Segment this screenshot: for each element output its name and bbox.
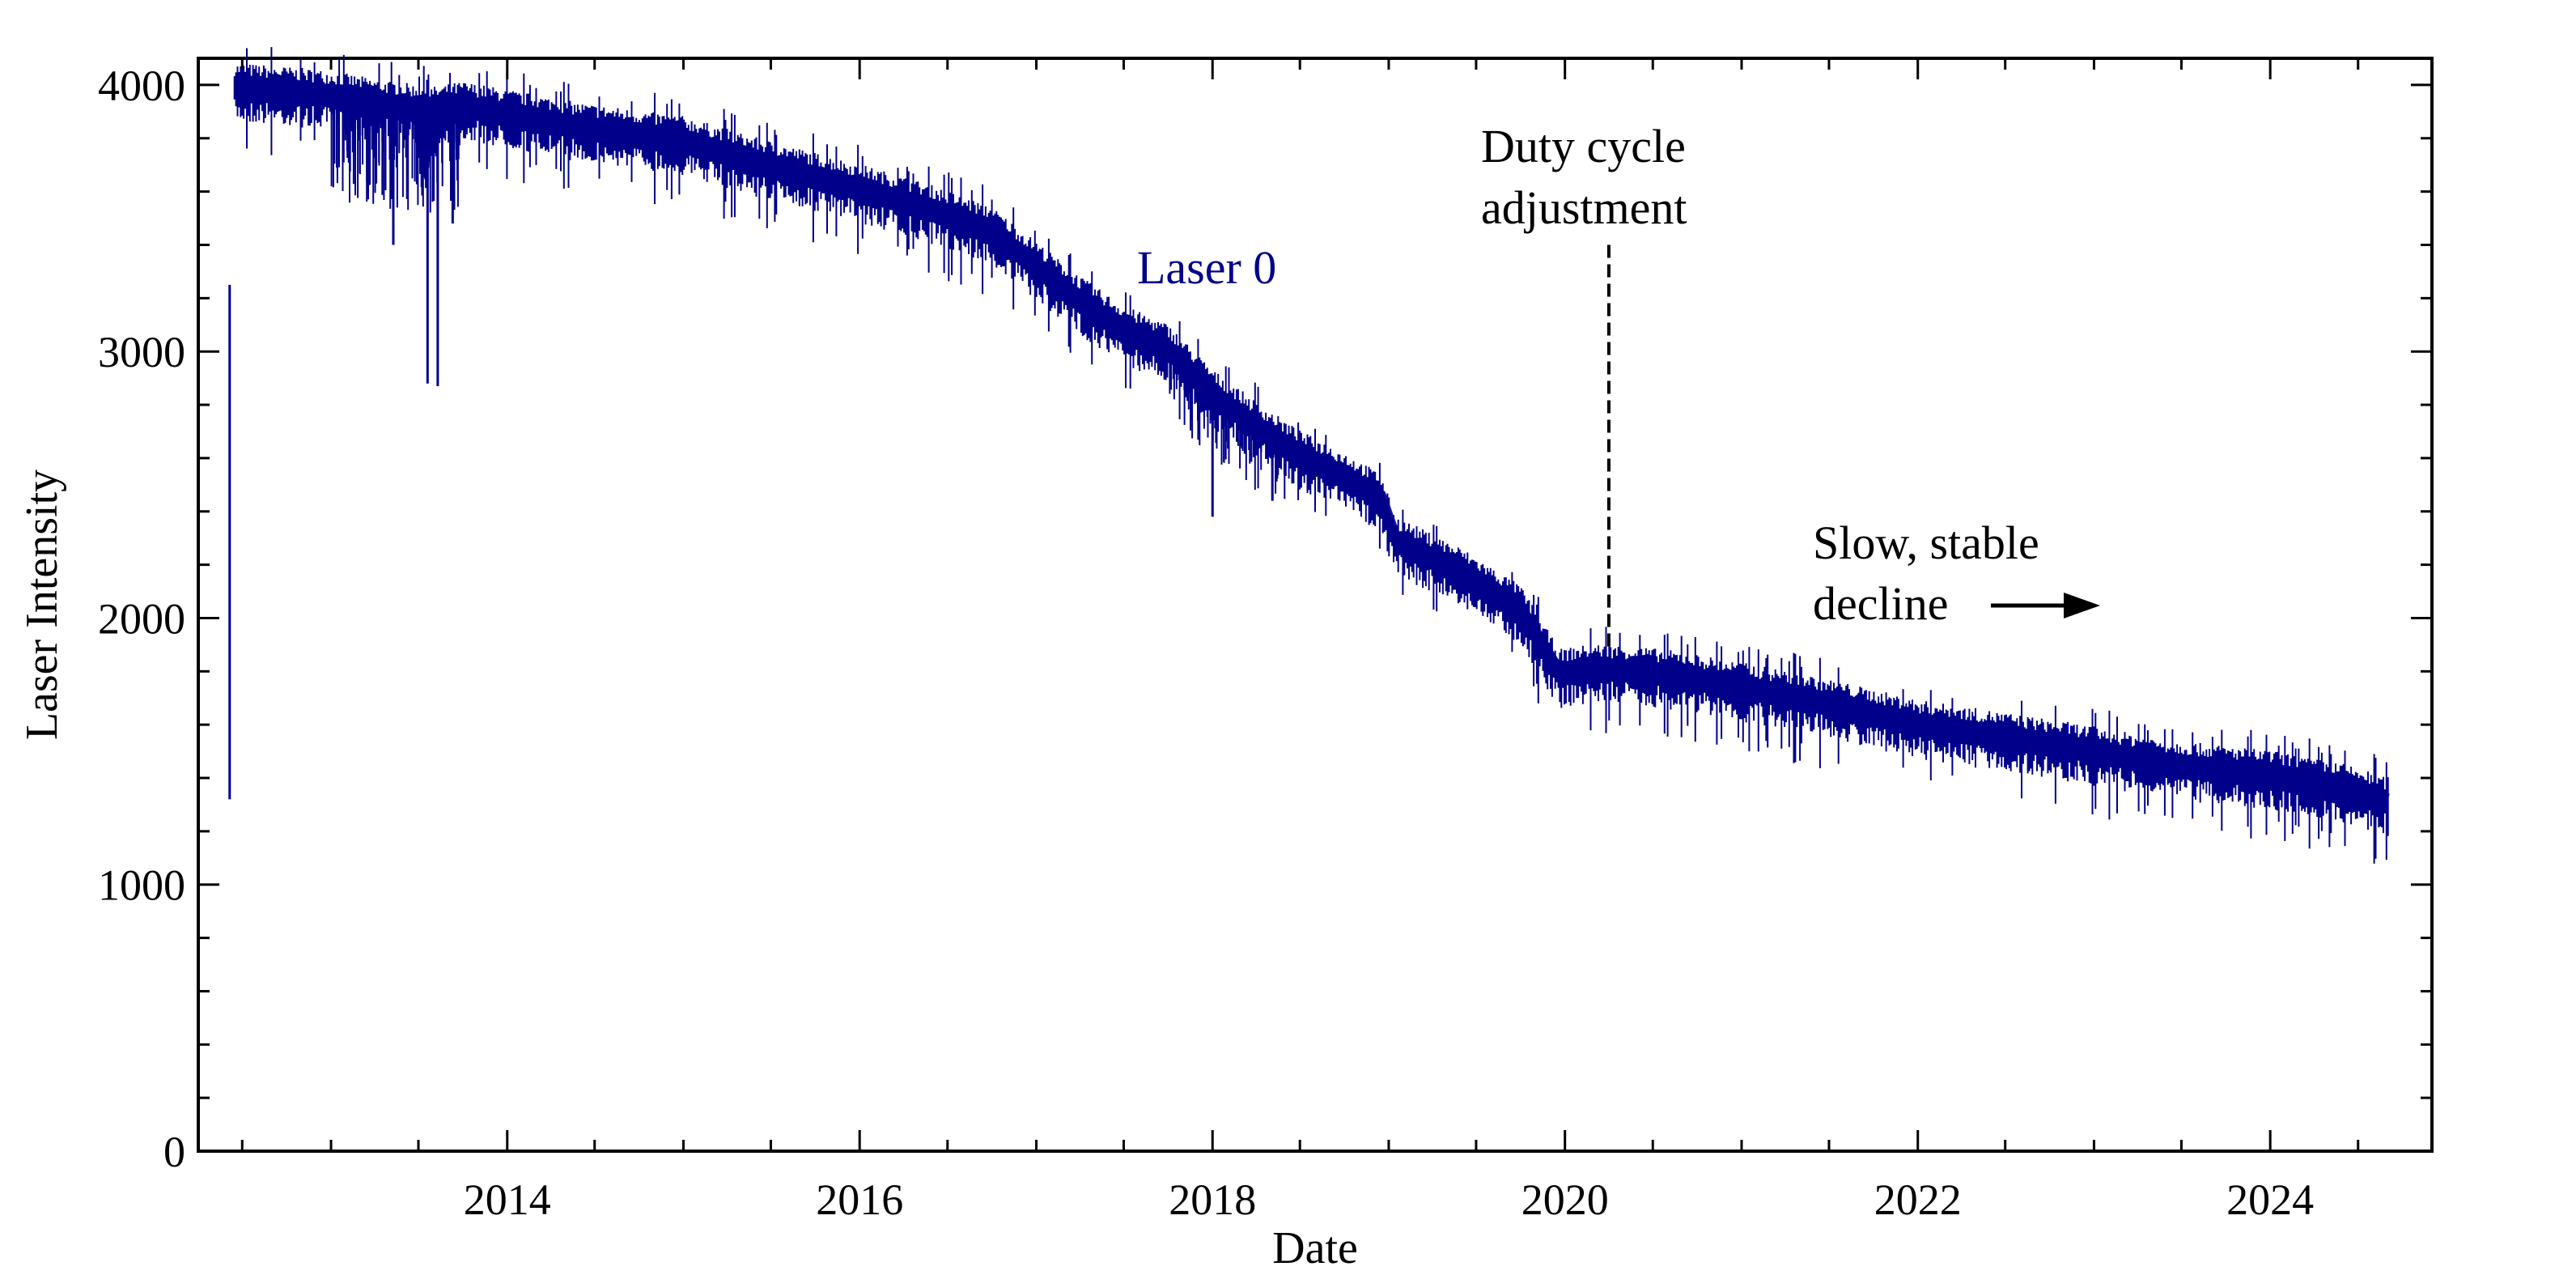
annotation-slow-decline-line2: decline [1813,577,1948,630]
annotation-duty-cycle-line2: adjustment [1481,181,1687,234]
arrowhead-icon [2064,593,2100,618]
y-axis-title: Laser Intensity [17,470,67,740]
annotation-duty-cycle: Duty cycle adjustment [1481,120,1687,653]
series-dips [228,103,1274,800]
series-spikes-2013 [330,92,460,213]
y-tick-label: 4000 [98,62,185,110]
x-tick-label: 2014 [464,1175,551,1224]
annotation-duty-cycle-line1: Duty cycle [1481,120,1686,172]
y-tick-label: 3000 [98,328,185,376]
x-axis-ticks: 2014 2016 2018 2020 2022 2024 [240,58,2360,1224]
annotation-slow-decline-line1: Slow, stable [1813,516,2039,569]
plot-frame [197,57,2434,1153]
annotation-slow-decline: Slow, stable decline [1813,516,2100,630]
series-noise-laser-0 [233,47,2389,864]
x-axis-title: Date [1272,1223,1358,1273]
x-tick-label: 2024 [2226,1175,2314,1224]
y-tick-label: 2000 [98,594,185,643]
x-tick-label: 2018 [1169,1175,1256,1224]
x-tick-label: 2022 [1874,1175,1962,1224]
y-axis-ticks: 0 1000 2000 3000 4000 [98,62,2432,1176]
x-tick-label: 2016 [816,1175,903,1224]
x-tick-label: 2020 [1521,1175,1609,1224]
series-label-laser-0: Laser 0 [1137,241,1276,294]
series-noise [233,47,2389,864]
y-tick-label: 0 [163,1128,185,1176]
y-tick-label: 1000 [98,861,185,910]
